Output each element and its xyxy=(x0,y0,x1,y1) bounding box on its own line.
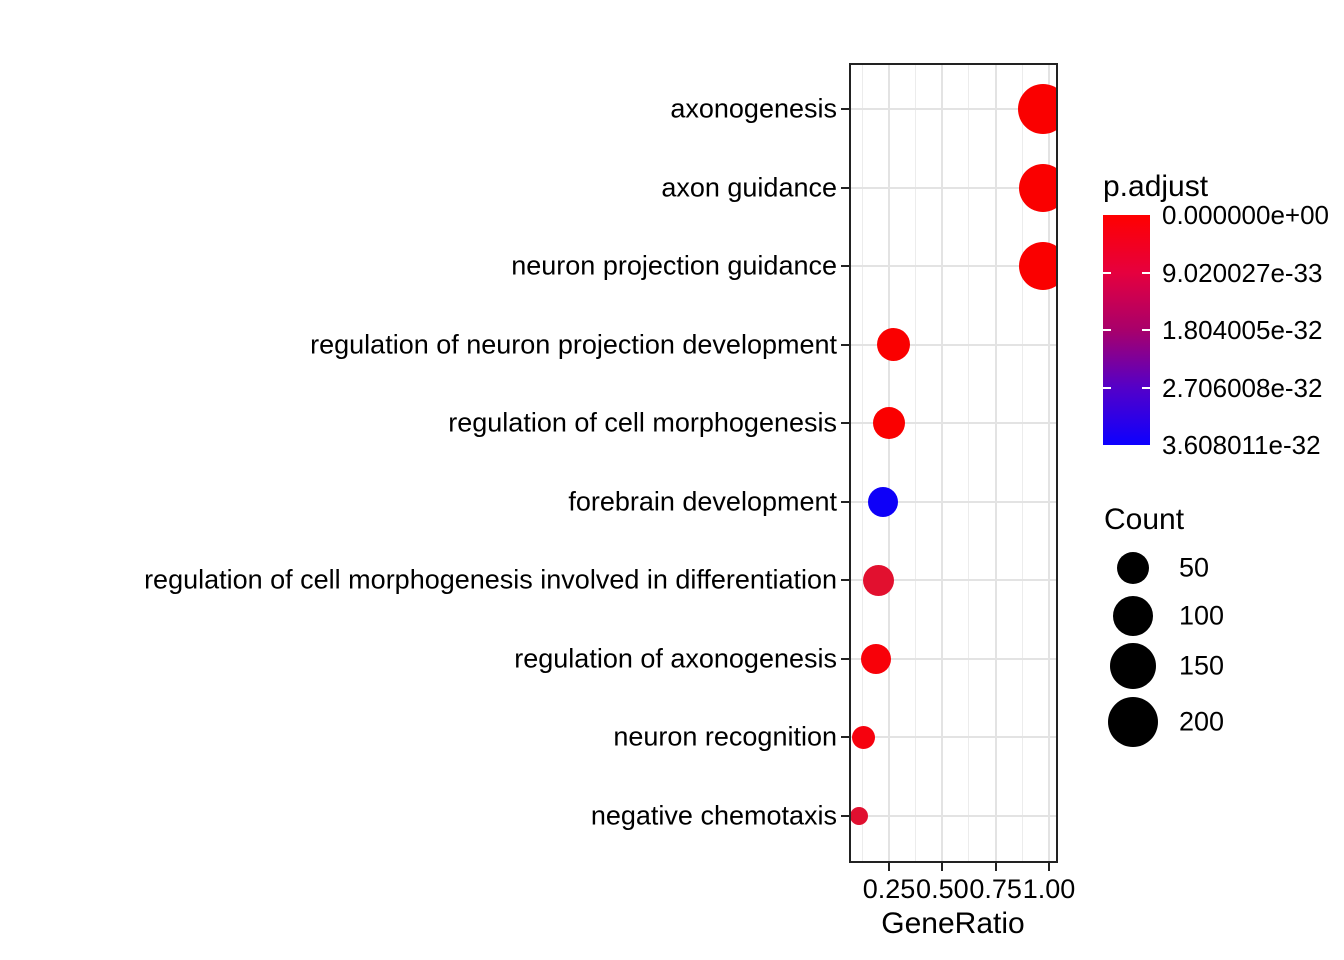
data-point xyxy=(867,486,898,517)
data-point xyxy=(851,806,869,826)
padjust-tick-label: 3.608011e-32 xyxy=(1162,430,1321,460)
x-axis-title: GeneRatio xyxy=(881,907,1025,940)
count-legend-swatch xyxy=(1110,643,1156,689)
y-axis-tick xyxy=(841,422,849,425)
count-legend-label: 150 xyxy=(1179,650,1225,681)
x-axis-tick xyxy=(1047,863,1050,871)
category-label: regulation of neuron projection developm… xyxy=(310,329,837,360)
minor-gridline xyxy=(915,65,917,861)
major-gridline xyxy=(941,65,944,861)
y-axis-tick xyxy=(841,265,849,268)
padjust-tick-label: 9.020027e-33 xyxy=(1162,257,1323,288)
data-point xyxy=(861,643,892,674)
colorbar-tick xyxy=(1103,329,1111,331)
data-point xyxy=(862,564,894,596)
colorbar-tick xyxy=(1103,271,1111,274)
plot-panel xyxy=(849,63,1058,863)
row-gridline xyxy=(851,814,1056,817)
category-label: regulation of cell morphogenesis involve… xyxy=(144,564,837,595)
colorbar-tick xyxy=(1142,271,1150,274)
x-tick-label: 1.00 xyxy=(1022,874,1076,904)
count-legend-label: 50 xyxy=(1179,552,1210,583)
data-point xyxy=(876,328,910,362)
x-tick-label: 0.50 xyxy=(916,874,969,904)
count-legend-swatch xyxy=(1107,696,1159,748)
y-axis-tick xyxy=(841,186,849,189)
major-gridline xyxy=(888,65,890,861)
category-label: forebrain development xyxy=(568,486,837,517)
y-axis-tick xyxy=(841,814,849,817)
row-gridline xyxy=(851,343,1056,346)
row-gridline xyxy=(851,736,1056,739)
count-legend-swatch xyxy=(1117,552,1149,584)
x-axis-tick xyxy=(994,863,997,871)
row-gridline xyxy=(851,422,1056,425)
data-point xyxy=(1018,242,1056,291)
category-label: axon guidance xyxy=(661,172,837,203)
category-label: neuron projection guidance xyxy=(511,250,837,281)
row-gridline xyxy=(851,500,1056,503)
row-gridline xyxy=(851,186,1056,189)
y-axis-tick xyxy=(841,108,849,110)
count-legend-swatch xyxy=(1113,596,1153,636)
row-gridline xyxy=(851,657,1056,660)
minor-gridline xyxy=(1021,65,1023,861)
count-legend-label: 200 xyxy=(1179,706,1225,737)
row-gridline xyxy=(851,579,1056,582)
x-axis-tick xyxy=(888,863,890,871)
data-point xyxy=(1017,83,1056,134)
count-legend-title: Count xyxy=(1104,503,1185,536)
colorbar-tick xyxy=(1142,329,1150,331)
x-tick-label: 0.25 xyxy=(862,874,916,904)
padjust-tick-label: 0.000000e+00 xyxy=(1162,200,1330,230)
colorbar-tick xyxy=(1103,386,1111,389)
padjust-tick-label: 2.706008e-32 xyxy=(1162,372,1323,403)
major-gridline xyxy=(1047,65,1050,861)
category-label: neuron recognition xyxy=(613,721,837,752)
x-axis-tick xyxy=(941,863,944,871)
major-gridline xyxy=(994,65,997,861)
category-label: negative chemotaxis xyxy=(590,800,837,831)
y-axis-tick xyxy=(841,736,849,739)
count-legend-label: 100 xyxy=(1179,600,1225,631)
category-label: regulation of axonogenesis xyxy=(514,643,837,674)
data-point xyxy=(873,407,905,440)
padjust-tick-label: 1.804005e-32 xyxy=(1162,315,1323,345)
minor-gridline xyxy=(968,65,970,861)
y-axis-tick xyxy=(841,343,849,346)
x-tick-label: 0.75 xyxy=(969,874,1022,904)
minor-gridline xyxy=(861,65,863,861)
padjust-legend-title: p.adjust xyxy=(1103,170,1209,203)
y-axis-tick xyxy=(841,657,849,660)
category-label: regulation of cell morphogenesis xyxy=(448,407,837,438)
y-axis-tick xyxy=(841,579,849,582)
category-label: axonogenesis xyxy=(670,93,837,124)
row-gridline xyxy=(851,265,1056,268)
y-axis-tick xyxy=(841,500,849,503)
data-point xyxy=(1018,163,1056,212)
colorbar-tick xyxy=(1142,386,1150,389)
data-point xyxy=(851,725,875,749)
row-gridline xyxy=(851,108,1056,110)
